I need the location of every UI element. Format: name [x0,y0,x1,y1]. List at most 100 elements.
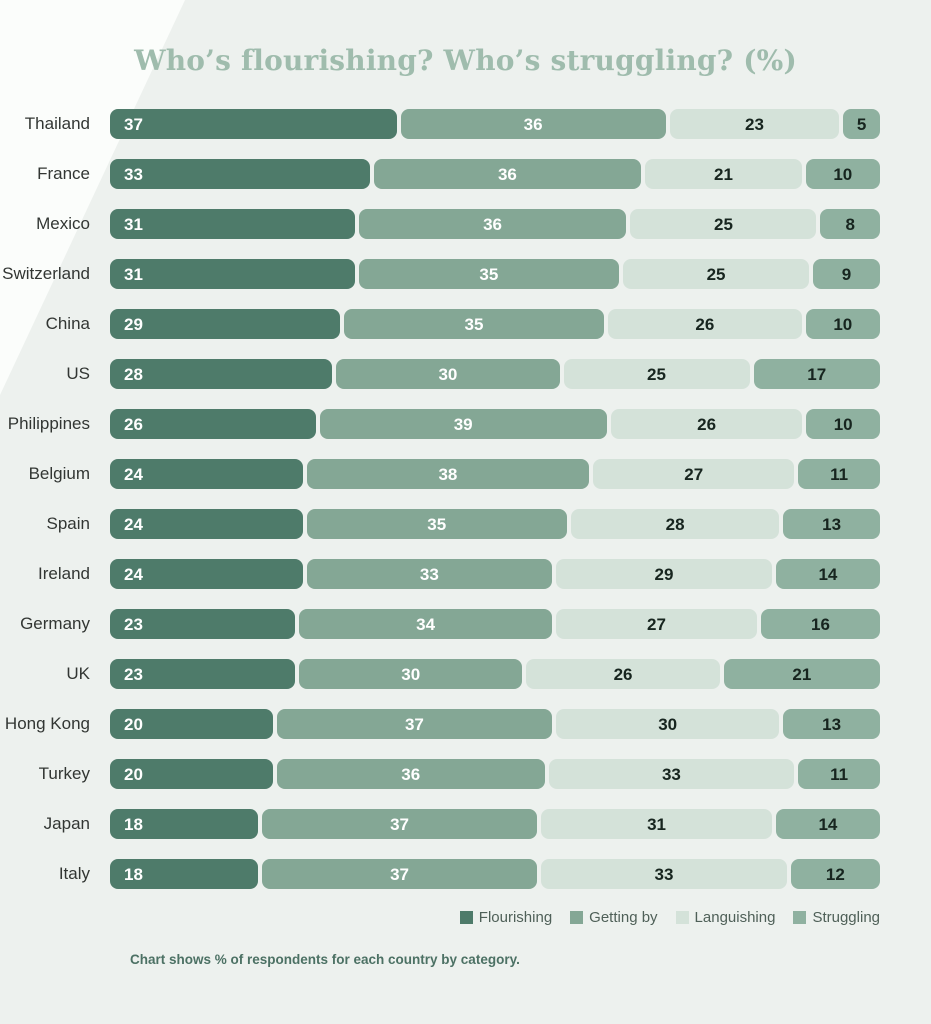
bar-segment-struggling: 21 [723,659,880,689]
bar-value: 18 [124,864,143,884]
bar-segment-languishing: 23 [669,109,840,139]
stacked-bar: 24 33 29 14 [110,559,880,589]
bar-value: 25 [706,264,726,284]
bar-value: 36 [497,164,517,184]
bar-value: 31 [647,814,666,834]
bar-segment-struggling: 16 [760,609,880,639]
chart-row: Belgium 24 38 27 11 [0,459,880,489]
bar-value: 33 [124,164,143,184]
stacked-bar: 28 30 25 17 [110,359,880,389]
legend-label: Languishing [694,909,776,926]
country-label: Ireland [38,564,90,583]
bar-value: 30 [438,364,458,384]
bar-segment-languishing: 28 [570,509,780,539]
country-label: Belgium [28,464,90,483]
bar-segment-struggling: 11 [798,459,880,489]
bar-segment-flourishing: 26 [110,409,316,439]
legend: Flourishing Getting by Languishing Struggli… [0,909,931,926]
bar-segment-languishing: 33 [541,859,787,889]
bar-value: 29 [124,314,143,334]
bar-value: 24 [124,564,143,584]
bar-value: 33 [661,764,681,784]
bar-value: 26 [124,414,143,434]
bar-value: 24 [124,514,143,534]
bar-segment-flourishing: 31 [110,209,355,239]
chart-title: Who’s flourishing? Who’s struggling? (%) [134,44,797,77]
stacked-bar: 18 37 33 12 [110,859,880,889]
bar-segment-languishing: 26 [610,409,803,439]
bar-segment-getting-by: 35 [343,309,605,339]
bar-value: 36 [401,764,421,784]
chart-row: Ireland 24 33 29 14 [0,559,880,589]
bar-segment-flourishing: 31 [110,259,355,289]
country-label: Switzerland [2,264,90,283]
bar-segment-struggling: 14 [775,559,880,589]
legend-swatch [793,911,807,924]
chart-row: Spain 24 35 28 13 [0,509,880,539]
country-label: Japan [43,814,90,833]
bar-segment-languishing: 25 [630,209,817,239]
bar-value: 14 [818,564,838,584]
stacked-bar: 23 30 26 21 [110,659,880,689]
bar-segment-getting-by: 30 [299,659,523,689]
bar-value: 17 [807,364,827,384]
bar-segment-getting-by: 34 [299,609,553,639]
chart-row: France 33 36 21 10 [0,159,880,189]
bar-segment-getting-by: 30 [336,359,560,389]
chart-row: China 29 35 26 10 [0,309,881,339]
bar-segment-getting-by: 36 [276,759,545,789]
bar-value: 37 [390,814,410,834]
country-label: France [37,164,90,183]
bar-segment-flourishing: 23 [110,609,296,639]
bar-segment-struggling: 13 [783,509,880,539]
bar-value: 37 [390,864,410,884]
bar-value: 13 [822,514,842,534]
chart-row: Germany 23 34 27 16 [0,609,880,639]
bar-value: 33 [419,564,439,584]
legend-label: Struggling [812,909,880,926]
stacked-bar: 29 35 26 10 [110,309,881,339]
legend-item-struggling: Struggling [793,909,880,926]
bar-value: 36 [483,214,503,234]
stacked-bar: 31 35 25 9 [110,259,880,289]
bar-value: 28 [124,364,143,384]
bar-value: 21 [714,164,733,184]
bar-segment-struggling: 9 [813,259,880,289]
chart-rows: Thailand 37 36 23 5 France 33 36 21 10 Mexico 31 36 2… [0,109,931,889]
chart-row: US 28 30 25 17 [0,359,880,389]
bar-value: 30 [658,714,678,734]
bar-segment-getting-by: 36 [358,209,627,239]
stacked-bar: 24 38 27 11 [110,459,880,489]
bar-segment-struggling: 14 [775,809,880,839]
bar-segment-flourishing: 33 [110,159,370,189]
bar-value: 18 [124,814,143,834]
country-label: China [45,314,90,333]
bar-value: 10 [833,314,853,334]
chart-row: Thailand 37 36 23 5 [0,109,880,139]
bar-value: 12 [825,864,845,884]
chart-footnote: Chart shows % of respondents for each co… [130,952,520,967]
chart-row: Philippines 26 39 26 10 [0,409,880,439]
bar-value: 21 [792,664,812,684]
chart-row: Turkey 20 36 33 11 [0,759,880,789]
stacked-bar: 20 37 30 13 [110,709,880,739]
bar-value: 20 [124,714,143,734]
bar-value: 39 [453,414,473,434]
bar-segment-flourishing: 29 [110,309,340,339]
chart-row: UK 23 30 26 21 [0,659,880,689]
bar-segment-getting-by: 37 [261,809,538,839]
bar-segment-struggling: 13 [783,709,880,739]
bar-segment-languishing: 26 [608,309,802,339]
legend-label: Flourishing [478,909,553,926]
bar-segment-flourishing: 18 [110,859,258,889]
bar-value: 31 [124,214,143,234]
chart-row: Japan 18 37 31 14 [0,809,880,839]
bar-segment-languishing: 25 [563,359,750,389]
bar-value: 26 [695,314,715,334]
bar-value: 24 [124,464,143,484]
bar-segment-flourishing: 37 [110,109,397,139]
legend-item-getting-by: Getting by [570,909,658,926]
bar-value: 26 [613,664,633,684]
bar-segment-struggling: 10 [805,159,880,189]
